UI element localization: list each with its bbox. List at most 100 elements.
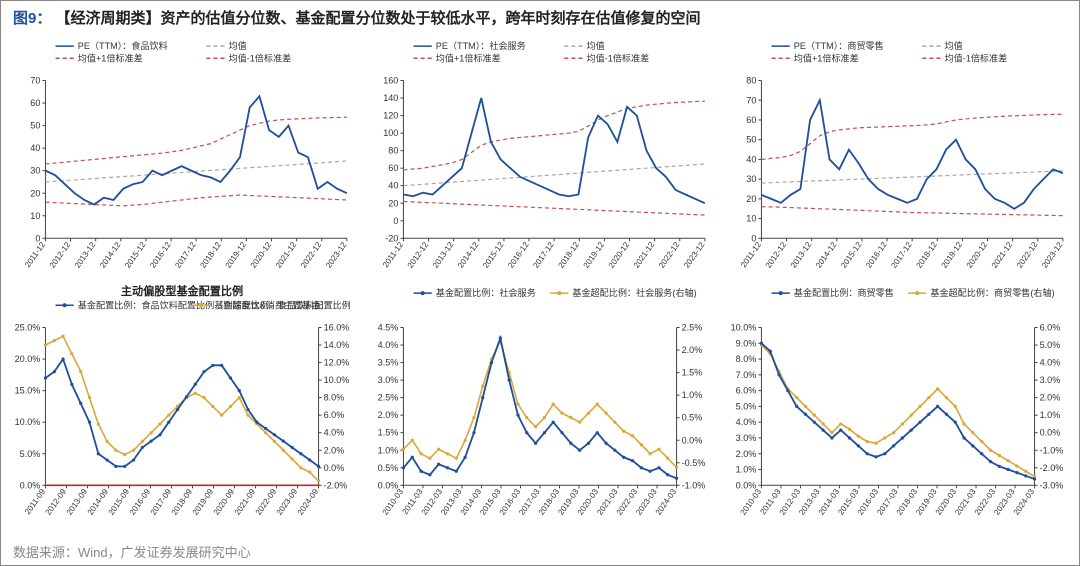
svg-text:2017-12: 2017-12 <box>173 240 198 270</box>
svg-text:12.0%: 12.0% <box>324 357 350 367</box>
svg-text:2013-12: 2013-12 <box>789 240 814 270</box>
svg-text:2021-12: 2021-12 <box>274 240 299 270</box>
svg-text:2017-12: 2017-12 <box>889 240 914 270</box>
svg-text:PE（TTM）：商贸零售: PE（TTM）：商贸零售 <box>794 40 884 51</box>
svg-text:4.0%: 4.0% <box>736 417 757 427</box>
svg-text:8.0%: 8.0% <box>736 354 757 364</box>
svg-text:5.0%: 5.0% <box>736 401 757 411</box>
panel-1: PE（TTM）：食品饮料均值均值+1倍标准差均值-1倍标准差0102030405… <box>7 36 357 279</box>
svg-text:4.0%: 4.0% <box>1040 357 1061 367</box>
svg-text:20: 20 <box>30 188 40 198</box>
svg-text:-2.0%: -2.0% <box>324 480 348 490</box>
svg-text:25.0%: 25.0% <box>15 322 41 332</box>
svg-text:0.0%: 0.0% <box>736 480 757 490</box>
svg-text:20: 20 <box>746 194 756 204</box>
panel-4: 主动偏股型基金配置比例基金配置比例：食品饮料配置比例（剔除食饮&消费主题基金）基… <box>7 283 357 526</box>
svg-text:2018-12: 2018-12 <box>557 240 582 270</box>
svg-text:2016-12: 2016-12 <box>506 240 531 270</box>
svg-text:6.0%: 6.0% <box>324 410 345 420</box>
svg-text:2020-12: 2020-12 <box>607 240 632 270</box>
svg-text:7.0%: 7.0% <box>736 370 757 380</box>
svg-text:基金超配比例：社会服务(右轴): 基金超配比例：社会服务(右轴) <box>572 287 696 298</box>
svg-text:4.0%: 4.0% <box>378 340 399 350</box>
svg-text:2014-12: 2014-12 <box>814 240 839 270</box>
svg-text:2.5%: 2.5% <box>378 392 399 402</box>
svg-text:2021-12: 2021-12 <box>632 240 657 270</box>
svg-text:2023-12: 2023-12 <box>1040 240 1065 270</box>
svg-text:2020-12: 2020-12 <box>249 240 274 270</box>
svg-text:PE（TTM）：社会服务: PE（TTM）：社会服务 <box>436 40 526 51</box>
svg-text:2014-12: 2014-12 <box>98 240 123 270</box>
svg-text:2024-03: 2024-03 <box>654 487 679 517</box>
svg-text:PE（TTM）：食品饮料: PE（TTM）：食品饮料 <box>78 40 168 51</box>
svg-text:2019-12: 2019-12 <box>940 240 965 270</box>
svg-text:60: 60 <box>30 98 40 108</box>
svg-text:10.0%: 10.0% <box>15 417 41 427</box>
svg-text:80: 80 <box>746 76 756 86</box>
svg-text:100: 100 <box>383 128 398 138</box>
svg-text:2011-12: 2011-12 <box>23 240 47 269</box>
svg-text:2011-12: 2011-12 <box>739 240 763 269</box>
svg-text:3.0%: 3.0% <box>736 433 757 443</box>
figure-title: 【经济周期类】资产的估值分位数、基金配置分位数处于较低水平，跨年时刻存在估值修复… <box>56 10 701 27</box>
svg-text:2022-12: 2022-12 <box>299 240 324 270</box>
svg-text:1.5%: 1.5% <box>378 428 399 438</box>
svg-text:6.0%: 6.0% <box>1040 322 1061 332</box>
svg-text:70: 70 <box>30 76 40 86</box>
svg-text:2023-12: 2023-12 <box>324 240 349 270</box>
svg-text:2015-12: 2015-12 <box>123 240 148 270</box>
svg-text:10: 10 <box>30 211 40 221</box>
svg-text:0.0%: 0.0% <box>20 480 41 490</box>
svg-text:10: 10 <box>746 214 756 224</box>
svg-text:均值-1倍标准差: 均值-1倍标准差 <box>229 52 292 63</box>
svg-text:4.0%: 4.0% <box>324 428 345 438</box>
svg-text:2012-12: 2012-12 <box>48 240 73 270</box>
svg-text:均值: 均值 <box>945 40 963 51</box>
svg-text:160: 160 <box>383 76 398 86</box>
svg-text:基金配置比例：社会服务: 基金配置比例：社会服务 <box>436 287 536 298</box>
panel-6: 基金配置比例：商贸零售基金超配比例：商贸零售(右轴)0.0%1.0%2.0%3.… <box>723 283 1073 526</box>
svg-text:2.0%: 2.0% <box>378 410 399 420</box>
svg-text:主动偏股型基金配置比例: 主动偏股型基金配置比例 <box>121 284 243 298</box>
svg-text:6.0%: 6.0% <box>736 385 757 395</box>
panel-5: 基金配置比例：社会服务基金超配比例：社会服务(右轴)0.0%0.5%1.0%1.… <box>365 283 715 526</box>
svg-text:均值-1倍标准差: 均值-1倍标准差 <box>945 52 1008 63</box>
svg-text:3.0%: 3.0% <box>378 375 399 385</box>
svg-text:2012-12: 2012-12 <box>406 240 431 270</box>
svg-text:2017-12: 2017-12 <box>531 240 556 270</box>
svg-text:2020-12: 2020-12 <box>965 240 990 270</box>
svg-text:5.0%: 5.0% <box>1040 340 1061 350</box>
svg-text:50: 50 <box>746 135 756 145</box>
svg-text:2021-12: 2021-12 <box>990 240 1015 270</box>
svg-text:1.0%: 1.0% <box>682 390 703 400</box>
svg-text:均值: 均值 <box>229 40 247 51</box>
svg-text:0.0%: 0.0% <box>1040 428 1061 438</box>
svg-text:9.0%: 9.0% <box>736 338 757 348</box>
svg-text:0.0%: 0.0% <box>682 435 703 445</box>
svg-text:2012-12: 2012-12 <box>764 240 789 270</box>
svg-text:-1.0%: -1.0% <box>682 480 706 490</box>
svg-text:-0.5%: -0.5% <box>682 458 706 468</box>
svg-text:16.0%: 16.0% <box>324 322 350 332</box>
svg-text:0: 0 <box>393 216 398 226</box>
svg-text:2019-12: 2019-12 <box>582 240 607 270</box>
svg-text:均值+1倍标准差: 均值+1倍标准差 <box>794 52 859 63</box>
svg-text:0.0%: 0.0% <box>324 463 345 473</box>
svg-text:2018-12: 2018-12 <box>199 240 224 270</box>
svg-text:1.0%: 1.0% <box>736 464 757 474</box>
svg-text:10.0%: 10.0% <box>731 322 757 332</box>
svg-text:80: 80 <box>388 146 398 156</box>
svg-text:2.5%: 2.5% <box>682 322 703 332</box>
svg-text:2011-12: 2011-12 <box>381 240 405 269</box>
svg-text:2013-12: 2013-12 <box>431 240 456 270</box>
data-source-footer: 数据来源：Wind，广发证券发展研究中心 <box>13 542 251 561</box>
svg-text:-3.0%: -3.0% <box>1040 480 1064 490</box>
svg-text:2022-12: 2022-12 <box>657 240 682 270</box>
svg-text:基金超配比例：食品饮料配置比例（剔除食饮&消费主题基金)(右: 基金超配比例：食品饮料配置比例（剔除食饮&消费主题基金)(右轴) <box>214 299 357 310</box>
svg-text:14.0%: 14.0% <box>324 340 350 350</box>
svg-text:2.0%: 2.0% <box>736 449 757 459</box>
svg-text:1.5%: 1.5% <box>682 367 703 377</box>
svg-text:2015-12: 2015-12 <box>839 240 864 270</box>
svg-text:2.0%: 2.0% <box>1040 392 1061 402</box>
svg-text:60: 60 <box>746 115 756 125</box>
